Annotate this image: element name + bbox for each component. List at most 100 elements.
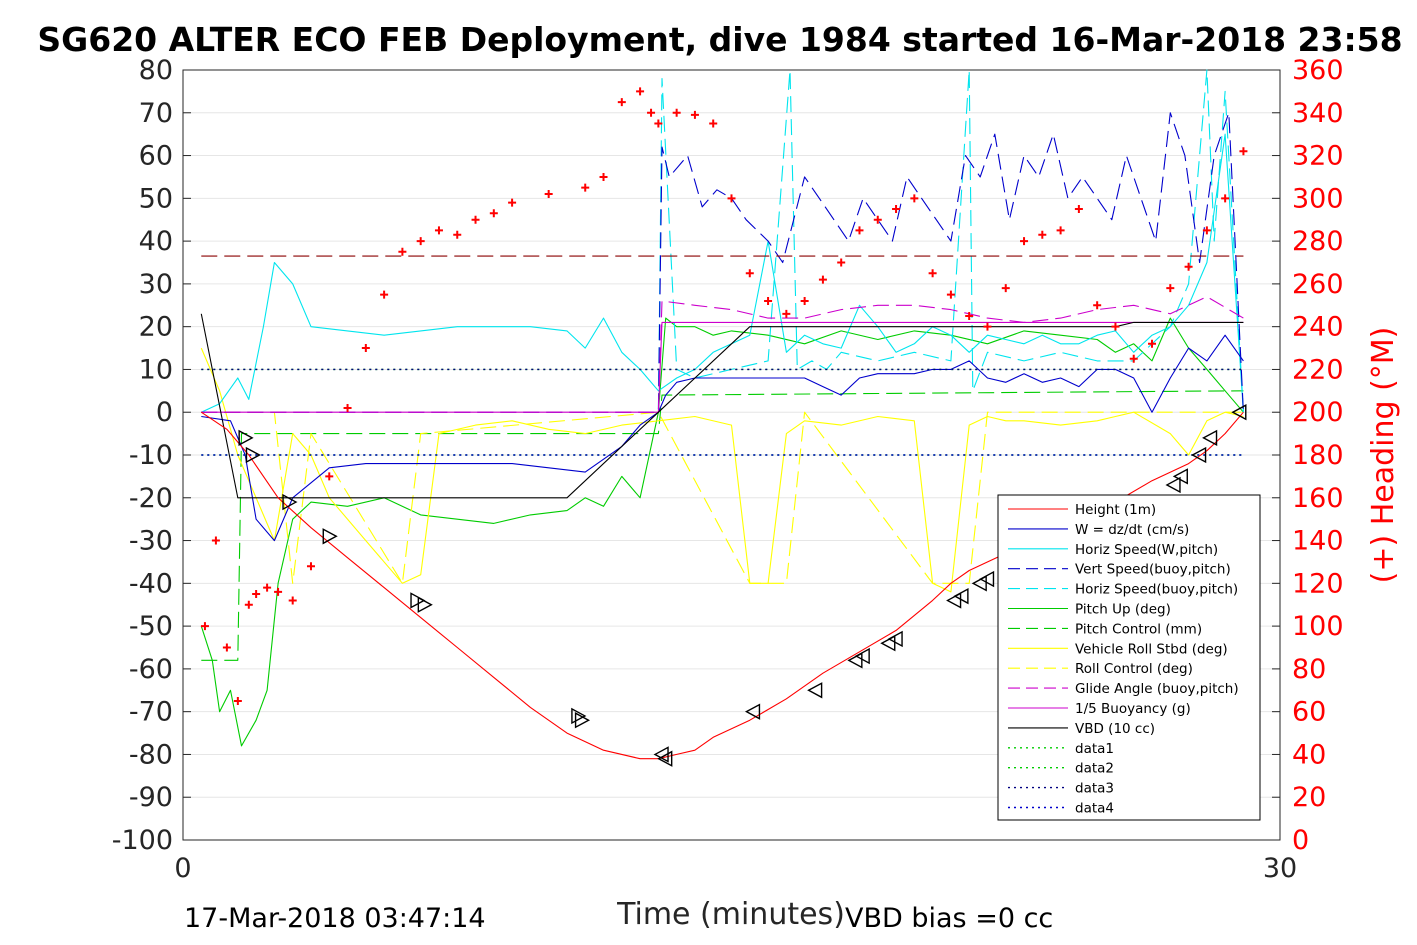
dive-marker	[282, 493, 298, 511]
heading-point	[800, 297, 809, 305]
y-right-tick-label: 20	[1292, 782, 1326, 813]
x-axis-label: Time (minutes)	[616, 897, 845, 932]
y-right-tick-label: 80	[1292, 654, 1326, 685]
dive-marker	[1191, 446, 1207, 464]
heading-point	[636, 87, 645, 96]
heading-point	[1038, 230, 1047, 239]
heading-point	[782, 309, 791, 318]
y-tick-label: 0	[156, 397, 173, 428]
heading-point	[1093, 301, 1102, 310]
legend-entry: VBD (10 cc)	[1075, 721, 1155, 737]
y-right-tick-label: 220	[1292, 354, 1344, 385]
y-right-tick-label: 320	[1292, 141, 1344, 172]
dive-marker	[847, 652, 863, 669]
dive-marker	[574, 712, 591, 729]
y-tick-label: -20	[129, 483, 173, 514]
series-line	[200, 317, 1244, 747]
heading-point	[928, 269, 937, 278]
heading-point	[709, 119, 718, 128]
y-tick-label: 80	[139, 55, 173, 86]
series-line	[201, 296, 1244, 413]
heading-point	[306, 562, 315, 571]
dive-marker	[1231, 404, 1247, 421]
y-tick-label: 70	[139, 98, 173, 129]
y-tick-label: 20	[139, 312, 173, 343]
heading-point	[690, 110, 699, 119]
y-right-tick-label: 140	[1292, 526, 1344, 557]
heading-point	[508, 198, 517, 207]
x-axis-ticks: 0 30	[174, 832, 1297, 884]
dive-marker	[854, 647, 870, 665]
y-tick-label: 30	[139, 269, 173, 300]
heading-point	[380, 290, 389, 299]
y-right-tick-label: 100	[1292, 611, 1344, 642]
dive-marker	[657, 750, 673, 767]
heading-point	[1074, 205, 1083, 214]
y-right-tick-label: 340	[1292, 98, 1344, 129]
legend-entry: Pitch Control (mm)	[1075, 621, 1202, 637]
heading-point	[200, 622, 209, 631]
series-line	[201, 390, 1244, 661]
heading-point	[1166, 284, 1175, 293]
heading-point	[983, 322, 992, 331]
y-right-tick-label: 0	[1292, 825, 1309, 856]
legend-entry: Roll Control (deg)	[1075, 661, 1193, 677]
heading-point	[727, 194, 736, 203]
series-line	[200, 313, 1244, 499]
y-tick-label: 50	[139, 183, 173, 214]
heading-point	[1202, 226, 1211, 235]
y-right-tick-label: 240	[1292, 312, 1344, 343]
legend-entry: 1/5 Buoyancy (g)	[1075, 701, 1191, 717]
heading-point	[361, 344, 370, 353]
legend-entry: data2	[1075, 761, 1114, 777]
y-tick-label: 60	[139, 141, 173, 172]
heading-point	[1129, 354, 1138, 363]
heading-point	[211, 536, 220, 545]
dive-marker	[322, 528, 338, 545]
series-line	[201, 133, 1244, 413]
heading-points-layer	[200, 87, 1248, 705]
dive-marker	[887, 630, 903, 648]
heading-point	[1239, 147, 1248, 156]
dive-marker	[971, 575, 987, 592]
dive-marker	[410, 592, 426, 609]
heading-point	[965, 311, 974, 320]
legend-entry: Vert Speed(buoy,pitch)	[1075, 562, 1231, 578]
heading-point	[873, 215, 882, 224]
y-axis-right-ticks: 3603403203002802602402202001801601401201…	[1272, 55, 1344, 856]
y-right-tick-label: 160	[1292, 483, 1344, 514]
dive-marker	[417, 596, 433, 613]
y-tick-label: -50	[129, 611, 173, 642]
heading-point	[647, 108, 656, 117]
dive-marker	[807, 682, 823, 699]
x-tick-label: 0	[174, 853, 191, 884]
legend-entry: data1	[1075, 741, 1114, 757]
heading-point	[892, 205, 901, 214]
heading-point	[910, 194, 919, 203]
heading-point	[222, 643, 231, 652]
y-tick-label: -70	[129, 697, 173, 728]
y-right-tick-label: 280	[1292, 226, 1344, 257]
series-line	[201, 112, 1244, 413]
legend-entry: data4	[1075, 801, 1114, 817]
y-tick-label: -100	[112, 825, 173, 856]
heading-point	[343, 403, 352, 412]
heading-point	[489, 209, 498, 218]
dive-marker	[1172, 468, 1188, 485]
heading-point	[855, 226, 864, 235]
heading-point	[654, 119, 663, 128]
y-tick-label: -30	[129, 526, 173, 557]
dive-marker	[744, 703, 761, 720]
heading-point	[599, 172, 608, 181]
legend-entry: W = dz/dt (cm/s)	[1075, 522, 1189, 538]
y-right-tick-label: 60	[1292, 697, 1326, 728]
dive-marker	[946, 592, 962, 609]
y-right-tick-label: 300	[1292, 183, 1344, 214]
legend-entry: Pitch Up (deg)	[1075, 602, 1171, 618]
footer-vbd-bias: VBD bias =0 cc	[845, 903, 1053, 934]
dive-marker	[245, 446, 261, 464]
y-right-tick-label: 260	[1292, 269, 1344, 300]
legend-entry: data3	[1075, 781, 1114, 797]
x-tick-label: 30	[1263, 853, 1297, 884]
